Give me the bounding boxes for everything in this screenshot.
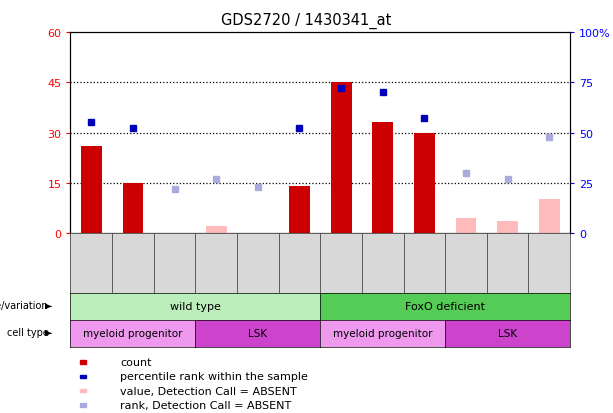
Bar	[206, 227, 227, 233]
Text: myeloid progenitor: myeloid progenitor	[83, 328, 183, 339]
Bar	[80, 389, 86, 392]
Text: wild type: wild type	[170, 301, 221, 312]
Bar	[80, 403, 86, 407]
Text: myeloid progenitor: myeloid progenitor	[333, 328, 433, 339]
Text: FoxO deficient: FoxO deficient	[405, 301, 485, 312]
Text: genotype/variation: genotype/variation	[0, 300, 48, 310]
Bar	[289, 187, 310, 233]
Bar	[123, 183, 143, 233]
Bar	[80, 361, 86, 364]
Text: percentile rank within the sample: percentile rank within the sample	[120, 371, 308, 382]
Bar	[455, 218, 476, 233]
Bar	[497, 222, 518, 233]
Text: rank, Detection Call = ABSENT: rank, Detection Call = ABSENT	[120, 400, 292, 410]
Text: value, Detection Call = ABSENT: value, Detection Call = ABSENT	[120, 386, 297, 396]
Text: GDS2720 / 1430341_at: GDS2720 / 1430341_at	[221, 12, 392, 28]
Bar	[81, 147, 102, 233]
Bar	[539, 200, 560, 233]
Bar	[330, 83, 351, 233]
Text: cell type: cell type	[7, 327, 48, 337]
Bar	[414, 133, 435, 233]
Bar	[372, 123, 393, 233]
Text: count: count	[120, 357, 152, 367]
Text: LSK: LSK	[498, 328, 517, 339]
Text: LSK: LSK	[248, 328, 267, 339]
Bar	[80, 375, 86, 378]
